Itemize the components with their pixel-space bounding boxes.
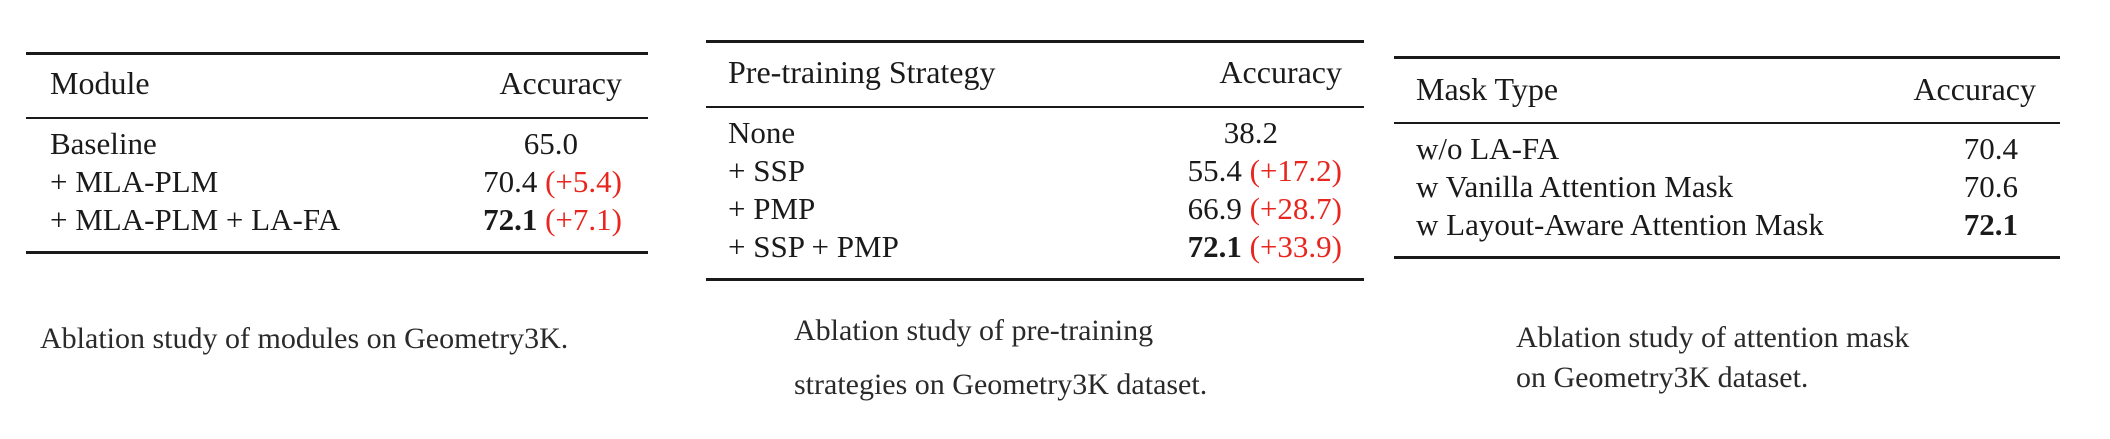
accuracy-value: 66.9 <box>1187 191 1242 226</box>
accuracy-value: 70.4 <box>483 164 538 199</box>
top-rule <box>26 52 648 55</box>
accuracy-value: 72.1 <box>483 202 538 237</box>
top-rule <box>706 40 1364 43</box>
caption-line: strategies on Geometry3K dataset. <box>794 368 1208 401</box>
caption-line: Ablation study of pre-training <box>794 314 1154 347</box>
column-header-accuracy: Accuracy <box>1913 71 2036 107</box>
accuracy-delta: (+5.4) <box>545 164 622 199</box>
top-rule <box>1394 56 2060 59</box>
accuracy-value: 65.0 <box>523 126 578 161</box>
bottom-rule <box>1394 256 2060 259</box>
row-label: w/o LA-FA <box>1416 131 1560 166</box>
column-header-accuracy: Accuracy <box>1219 54 1342 90</box>
row-label: + SSP <box>728 153 805 188</box>
caption-line: Ablation study of modules on Geometry3K. <box>40 322 569 355</box>
row-value: 70.4 <box>1963 131 2018 166</box>
row-label: w Layout-Aware Attention Mask <box>1416 207 1824 242</box>
accuracy-delta: (+17.2) <box>1249 153 1342 188</box>
column-header-accuracy: Accuracy <box>499 65 622 101</box>
accuracy-delta: (+28.7) <box>1249 191 1342 226</box>
table-caption: Ablation study of attention mask on Geom… <box>1516 318 1909 398</box>
accuracy-value: 72.1 <box>1187 229 1242 264</box>
accuracy-delta: (+33.9) <box>1249 229 1342 264</box>
row-label: w Vanilla Attention Mask <box>1416 169 1734 204</box>
accuracy-delta: (+7.1) <box>545 202 622 237</box>
column-header-mask-type: Mask Type <box>1416 71 1559 107</box>
caption-line: Ablation study of attention mask <box>1516 321 1910 354</box>
row-label: + PMP <box>728 191 816 226</box>
row-value: 72.1 <box>1963 207 2018 242</box>
row-value: 72.1 (+33.9) <box>1188 228 1342 266</box>
row-label: Baseline <box>50 126 157 161</box>
bottom-rule <box>26 251 648 254</box>
table-caption: Ablation study of pre-training strategie… <box>794 304 1207 412</box>
caption-line: on Geometry3K dataset. <box>1516 361 1809 394</box>
row-label: + SSP + PMP <box>728 229 899 264</box>
header-rule <box>706 106 1364 108</box>
row-value: 38.2 <box>1224 114 1342 152</box>
table-pretraining: Pre-training Strategy Accuracy None 38.2… <box>706 40 1364 284</box>
table-attention-mask: Mask Type Accuracy w/o LA-FA 70.4 w Vani… <box>1394 56 2060 262</box>
bottom-rule <box>706 278 1364 281</box>
row-value: 55.4 (+17.2) <box>1188 152 1342 190</box>
row-label: + MLA-PLM + LA-FA <box>50 202 341 237</box>
column-header-module: Module <box>50 65 150 101</box>
accuracy-value: 55.4 <box>1187 153 1242 188</box>
row-label: None <box>728 115 796 150</box>
column-header-strategy: Pre-training Strategy <box>728 54 996 90</box>
row-value: 72.1 (+7.1) <box>483 201 622 239</box>
row-value: 70.6 <box>1963 169 2018 204</box>
row-label: + MLA-PLM <box>50 164 219 199</box>
accuracy-value: 38.2 <box>1223 115 1278 150</box>
table-modules: Module Accuracy Baseline 65.0 + MLA-PLM … <box>26 52 648 257</box>
header-rule <box>26 117 648 119</box>
header-rule <box>1394 122 2060 124</box>
row-value: 70.4 (+5.4) <box>483 163 622 201</box>
row-value: 65.0 <box>524 125 622 163</box>
table-caption: Ablation study of modules on Geometry3K. <box>40 312 568 366</box>
row-value: 66.9 (+28.7) <box>1188 190 1342 228</box>
